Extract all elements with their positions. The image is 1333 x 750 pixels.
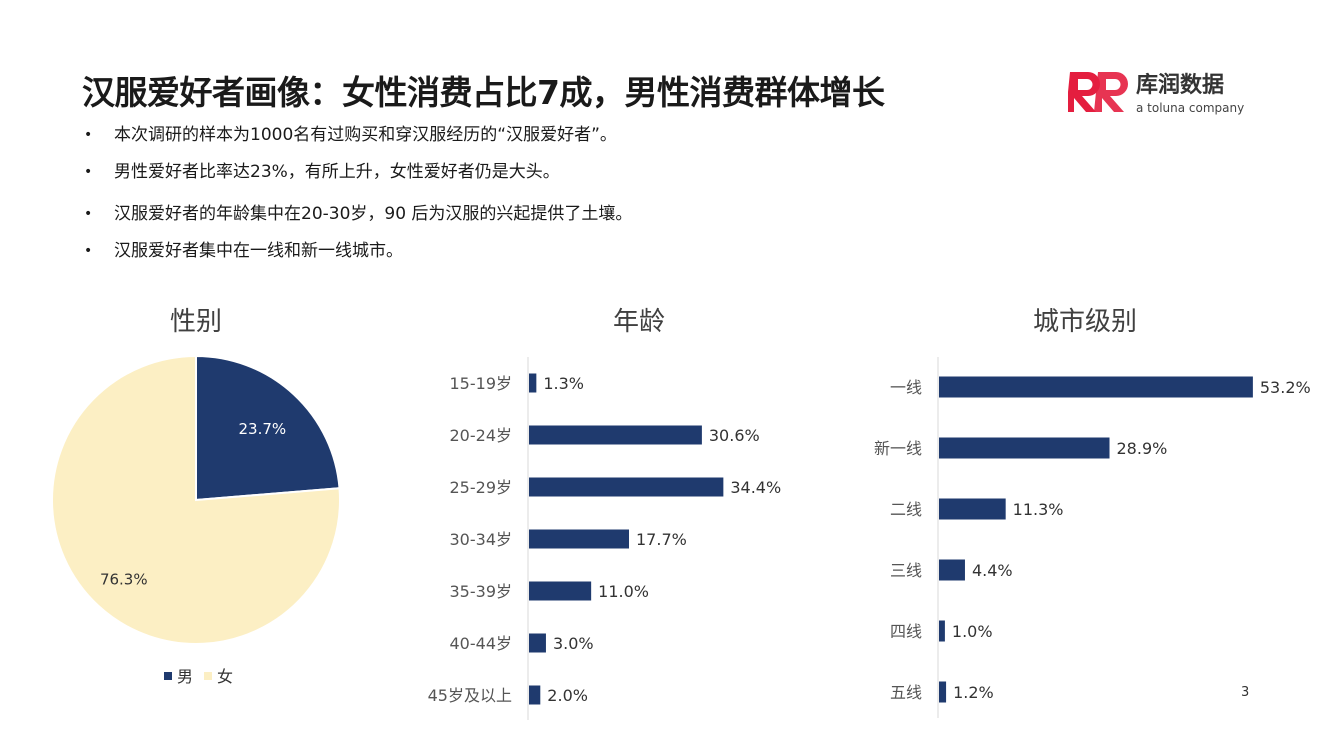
city-tick-label: 新一线 — [874, 439, 922, 458]
bullet-list: 本次调研的样本为1000名有过购买和穿汉服经历的“汉服爱好者”。 男性爱好者比率… — [84, 124, 632, 262]
age-tick-label: 20-24岁 — [450, 426, 513, 445]
city-tick-label: 二线 — [890, 500, 922, 519]
city-bar — [939, 681, 947, 703]
age-data-label: 11.0% — [598, 582, 649, 601]
city-data-label: 28.9% — [1117, 439, 1168, 458]
city-bar — [939, 437, 1110, 459]
legend-swatch-男 — [164, 672, 172, 680]
page-title: 汉服爱好者画像：女性消费占比7成，男性消费群体增长 — [82, 73, 885, 112]
city-bar — [939, 498, 1006, 520]
gender-chart-title: 性别 — [170, 307, 223, 337]
legend-label: 女 — [217, 667, 233, 686]
city-chart-title: 城市级别 — [1033, 307, 1138, 337]
age-tick-label: 45岁及以上 — [428, 686, 512, 705]
age-chart-title: 年龄 — [613, 307, 666, 337]
age-tick-label: 35-39岁 — [450, 582, 513, 601]
bullet-item: 汉服爱好者的年龄集中在20-30岁，90 后为汉服的兴起提供了土壤。 — [84, 203, 632, 225]
pie-slice-女 — [51, 354, 341, 645]
age-data-label: 1.3% — [543, 374, 584, 393]
age-tick-label: 25-29岁 — [450, 478, 513, 497]
age-data-label: 17.7% — [636, 530, 687, 549]
city-data-label: 1.0% — [952, 622, 993, 641]
city-bar — [939, 559, 965, 581]
pie-data-label: 23.7% — [239, 420, 287, 438]
age-tick-label: 40-44岁 — [450, 634, 513, 653]
age-bar — [529, 581, 592, 601]
city-bar — [939, 376, 1253, 398]
city-data-label: 1.2% — [953, 683, 994, 702]
bullet-item: 男性爱好者比率达23%，有所上升，女性爱好者仍是大头。 — [84, 161, 632, 183]
age-data-label: 3.0% — [553, 634, 594, 653]
city-bar — [939, 620, 945, 642]
city-tick-label: 四线 — [890, 622, 922, 641]
age-bar — [529, 529, 630, 549]
pie-data-label: 76.3% — [100, 570, 148, 588]
logo: 库润数据 a toluna company — [1068, 72, 1244, 115]
city-tick-label: 一线 — [890, 378, 922, 397]
age-bar — [529, 633, 546, 653]
logo-brand-text: 库润数据 — [1136, 72, 1224, 98]
age-bar — [529, 477, 724, 497]
pie-slice-男 — [195, 354, 341, 502]
city-data-label: 11.3% — [1013, 500, 1064, 519]
age-bar — [529, 373, 537, 393]
bullet-item: 汉服爱好者集中在一线和新一线城市。 — [84, 240, 632, 262]
legend-label: 男 — [177, 667, 193, 686]
age-data-label: 34.4% — [730, 478, 781, 497]
age-tick-label: 15-19岁 — [450, 374, 513, 393]
city-data-label: 53.2% — [1260, 378, 1311, 397]
city-tick-label: 五线 — [890, 683, 922, 702]
bullet-item: 本次调研的样本为1000名有过购买和穿汉服经历的“汉服爱好者”。 — [84, 124, 632, 146]
logo-mark-icon — [1068, 72, 1128, 112]
age-bar — [529, 685, 541, 705]
legend-swatch-女 — [204, 672, 212, 680]
page-number: 3 — [1241, 685, 1250, 700]
age-data-label: 2.0% — [547, 686, 588, 705]
city-tick-label: 三线 — [890, 561, 922, 580]
city-data-label: 4.4% — [972, 561, 1013, 580]
age-bar — [529, 425, 702, 445]
age-data-label: 30.6% — [709, 426, 760, 445]
age-tick-label: 30-34岁 — [450, 530, 513, 549]
logo-tagline: a toluna company — [1136, 101, 1244, 115]
